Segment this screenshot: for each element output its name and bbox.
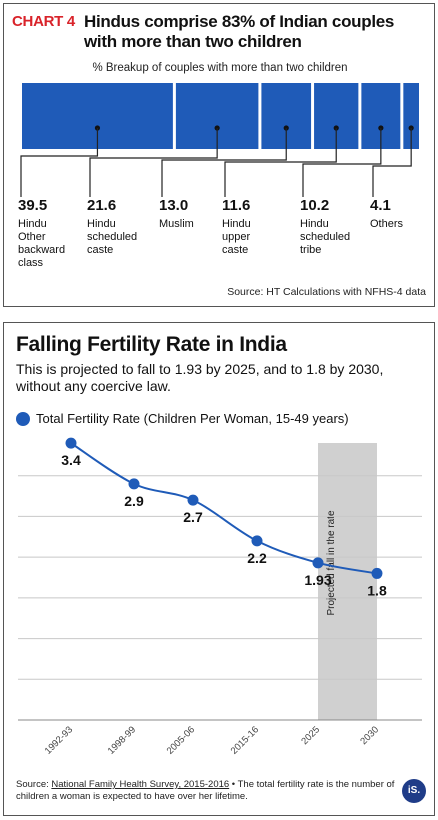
x-tick-label-2: 1998-99 (106, 724, 138, 756)
footnote-source-link[interactable]: National Family Health Survey, 2015-2016 (51, 779, 230, 790)
data-label-6: 1.8 (367, 582, 387, 598)
x-tick-label-6: 2030 (358, 724, 381, 747)
segment-category-2: Hindu scheduled caste (87, 218, 138, 256)
leader-line-3 (161, 128, 287, 197)
segment-category-1: Hindu Other backward class (18, 218, 66, 269)
segment-value-2: 21.6 (87, 197, 117, 214)
brand-logo: iS. (402, 779, 426, 803)
chart4-source: Source: HT Calculations with NFHS-4 data (227, 286, 426, 298)
leader-line-4 (224, 128, 337, 197)
data-point-5 (312, 557, 324, 569)
leader-line-5 (302, 128, 382, 197)
footnote: Source: National Family Health Survey, 2… (16, 779, 396, 803)
data-label-1: 3.4 (61, 452, 81, 468)
data-point-2 (128, 478, 140, 490)
projection-label: Projected fall in the rate (326, 510, 337, 615)
fertility-panel: Falling Fertility Rate in India This is … (3, 322, 435, 816)
x-tick-label-3: 2005-06 (165, 724, 197, 756)
x-tick-label-4: 2015-16 (229, 724, 261, 756)
segment-category-5: Hindu scheduled tribe (300, 218, 351, 256)
segment-value-5: 10.2 (300, 197, 330, 214)
chart4-title: Hindus comprise 83% of Indian couples wi… (84, 12, 395, 51)
segment-value-4: 11.6 (222, 197, 251, 214)
data-point-6 (371, 567, 383, 579)
footnote-prefix: Source: (16, 779, 52, 790)
x-tick-label-1: 1992-93 (43, 724, 75, 756)
segment-category-6: Others (370, 218, 404, 230)
fertility-line-chart: Projected fall in the rate 3.4 2.9 2.7 2.2 1.… (18, 437, 422, 757)
segment-bar-6 (403, 83, 419, 149)
fertility-title: Falling Fertility Rate in India (16, 333, 287, 356)
legend-marker-icon (16, 411, 30, 426)
fertility-subtitle: This is projected to fall to 1.93 by 202… (16, 361, 384, 394)
segment-category-3: Muslim (159, 218, 194, 230)
segment-value-1: 39.5 (18, 197, 48, 214)
legend-label: Total Fertility Rate (Children Per Woman… (36, 411, 349, 426)
chart-number-label: CHART 4 (12, 13, 75, 30)
chart4-subtitle: % Breakup of couples with more than two … (92, 62, 348, 74)
segment-value-3: 13.0 (159, 197, 189, 214)
legend: Total Fertility Rate (Children Per Woman… (16, 411, 349, 426)
data-label-4: 2.2 (247, 550, 267, 566)
leader-line-2 (89, 128, 218, 197)
leader-line-6 (372, 128, 412, 197)
data-label-3: 2.7 (183, 509, 203, 525)
chart4-panel: CHART 4 Hindus comprise 83% of Indian co… (3, 3, 435, 307)
leader-line-1 (20, 128, 99, 197)
segment-category-4: Hindu upper caste (222, 218, 251, 256)
data-label-2: 2.9 (124, 493, 144, 509)
chart4-bars (20, 83, 419, 197)
segment-value-6: 4.1 (370, 197, 391, 214)
data-point-3 (187, 494, 199, 506)
x-tick-label-5: 2025 (299, 724, 322, 747)
data-point-1 (65, 437, 77, 449)
data-label-5: 1.93 (304, 572, 331, 588)
data-point-4 (251, 535, 263, 547)
footnote-text: • The total fertility rate is the number… (16, 779, 395, 802)
projection-band (318, 443, 377, 720)
